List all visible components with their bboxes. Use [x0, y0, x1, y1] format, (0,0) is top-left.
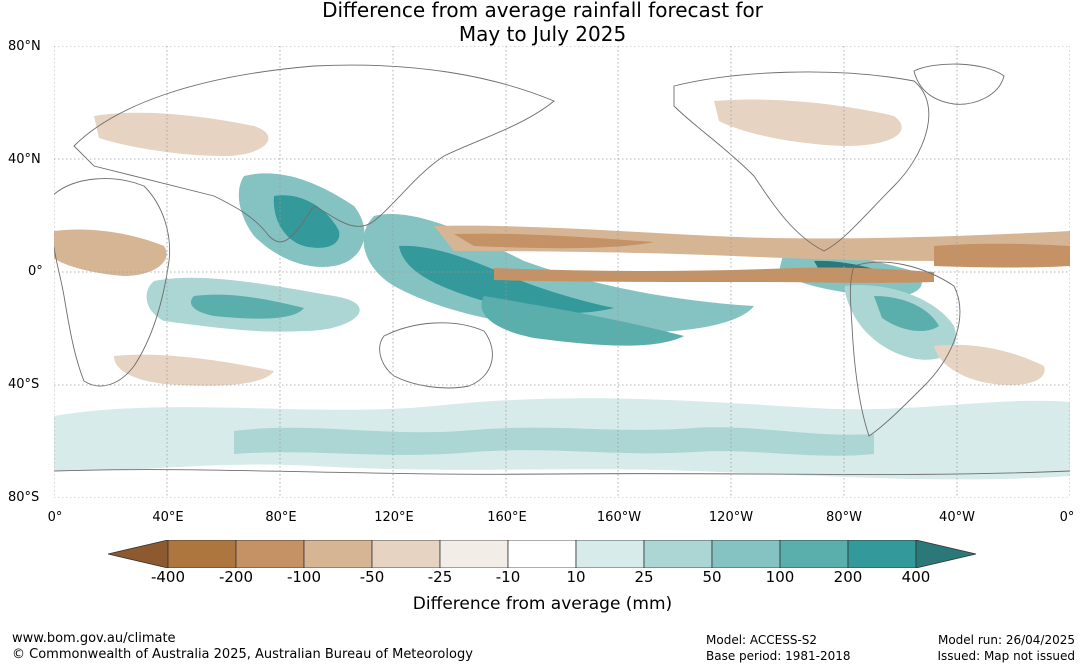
- colorbar-segment: [167, 539, 237, 569]
- lat-label-equator: 0°: [28, 264, 43, 279]
- footer-issued: Issued: Map not issued: [937, 649, 1075, 663]
- colorbar-tick-label: -25: [427, 568, 453, 586]
- colorbar-segment: [371, 539, 441, 569]
- coastline-eurasia: [73, 64, 555, 243]
- footer-copyright: © Commonwealth of Australia 2025, Austra…: [12, 647, 473, 662]
- colorbar: [107, 539, 978, 569]
- colorbar-tick-label: -400: [150, 568, 186, 586]
- lon-label-40e: 40°E: [152, 510, 184, 525]
- colorbar-tick-label: 25: [634, 568, 654, 586]
- colorbar-tick-label: 100: [765, 568, 795, 586]
- colorbar-segment: [439, 539, 509, 569]
- rainfall-map-svg: [51, 45, 1071, 499]
- coastline-australia: [379, 322, 493, 389]
- coastline-africa: [51, 178, 171, 387]
- lon-label-40w: 40°W: [939, 510, 975, 525]
- colorbar-svg: [107, 539, 977, 569]
- coastline-antarctica: [53, 469, 1071, 475]
- rainfall-map: [51, 45, 1071, 499]
- colorbar-tick-label: 50: [702, 568, 722, 586]
- colorbar-segment: [779, 539, 849, 569]
- colorbar-extend-low: [107, 539, 169, 569]
- dry-anomaly-south-indian: [114, 354, 274, 386]
- colorbar-segment: [507, 539, 577, 569]
- colorbar-segment: [235, 539, 305, 569]
- colorbar-tick-label: 400: [901, 568, 931, 586]
- coastline-south-america: [849, 261, 961, 437]
- dry-anomaly-north-pacific-core: [454, 233, 654, 249]
- dry-anomaly-north-pacific-itcz: [434, 225, 1070, 262]
- wet-anomaly-south-america-core: [874, 296, 939, 332]
- wet-anomaly-spcz: [481, 296, 684, 346]
- map-title: Difference from average rainfall forecas…: [0, 0, 1085, 46]
- colorbar-tick-label: -200: [218, 568, 254, 586]
- dry-anomaly-equatorial-pacific: [494, 267, 934, 283]
- footer-base-period: Base period: 1981-2018: [706, 649, 851, 663]
- dry-anomaly-north-america: [714, 99, 902, 146]
- lon-label-80w: 80°W: [826, 510, 862, 525]
- colorbar-tick-label: 200: [833, 568, 863, 586]
- coastlines: [51, 63, 1071, 475]
- lon-label-80e: 80°E: [265, 510, 297, 525]
- colorbar-segment: [711, 539, 781, 569]
- colorbar-segment: [575, 539, 645, 569]
- colorbar-segment: [303, 539, 373, 569]
- lon-label-160w: 160°W: [596, 510, 642, 525]
- lat-label-80s: 80°S: [8, 490, 40, 505]
- colorbar-segment: [643, 539, 713, 569]
- lon-label-120w: 120°W: [708, 510, 754, 525]
- footer-model: Model: ACCESS-S2: [706, 633, 818, 647]
- footer-model-run: Model run: 26/04/2025: [937, 633, 1075, 647]
- colorbar-segment: [847, 539, 917, 569]
- colorbar-tick-label: -10: [495, 568, 521, 586]
- lon-label-120e: 120°E: [374, 510, 414, 525]
- wet-anomaly-indian-ocean-core: [190, 294, 304, 319]
- colorbar-label: Difference from average (mm): [412, 594, 673, 614]
- dry-anomaly-north-asia: [94, 112, 269, 156]
- colorbar-extend-high: [915, 539, 977, 569]
- title-line-1: Difference from average rainfall forecas…: [322, 0, 763, 22]
- dry-anomaly-south-atlantic: [934, 344, 1045, 386]
- colorbar-tick-label: -100: [286, 568, 322, 586]
- footer-website: www.bom.gov.au/climate: [12, 631, 176, 646]
- dry-anomaly-africa: [54, 229, 167, 276]
- wet-anomaly-southern-ocean-inner: [234, 427, 874, 456]
- lat-label-40n: 40°N: [8, 152, 41, 167]
- lon-label-160e: 160°E: [487, 510, 527, 525]
- lat-label-40s: 40°S: [8, 377, 40, 392]
- colorbar-tick-label: 10: [566, 568, 586, 586]
- lon-label-0-east: 0°: [1059, 510, 1075, 525]
- lat-label-80n: 80°N: [8, 39, 41, 54]
- wet-anomaly-bay-of-bengal-core: [273, 195, 340, 248]
- colorbar-tick-label: -50: [359, 568, 385, 586]
- dry-anomaly-atlantic: [934, 243, 1070, 268]
- lon-label-0: 0°: [47, 510, 63, 525]
- coastline-greenland: [913, 63, 1005, 105]
- title-line-2: May to July 2025: [458, 22, 627, 46]
- coastline-north-america: [673, 71, 930, 252]
